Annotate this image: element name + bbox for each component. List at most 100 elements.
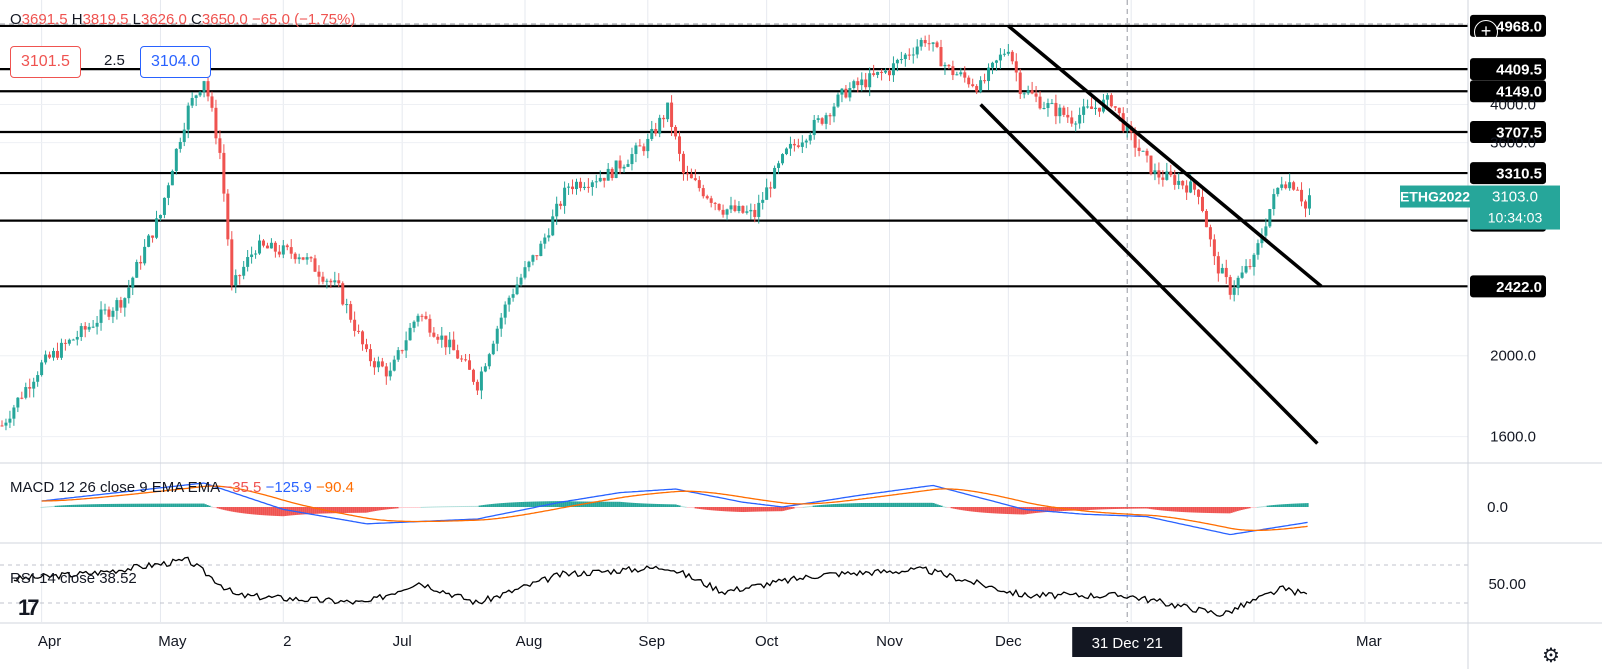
macd-histogram-bar — [232, 507, 235, 512]
candle-body — [955, 74, 959, 76]
macd-histogram-bar — [1176, 507, 1179, 512]
candle-body — [769, 187, 773, 189]
macd-histogram-bar — [688, 507, 691, 508]
candle-body — [1090, 106, 1094, 109]
macd-histogram-bar — [596, 501, 599, 507]
macd-histogram-bar — [844, 503, 847, 507]
macd-histogram-bar — [408, 507, 411, 508]
candle-body — [424, 316, 428, 319]
candle-body — [400, 350, 404, 352]
macd-histogram-bar — [94, 504, 97, 507]
macd-histogram-bar — [836, 503, 839, 507]
candle-body — [420, 315, 424, 317]
change-value: −65.0 (−1.75%) — [251, 11, 356, 28]
candle-body — [230, 239, 234, 286]
macd-histogram-bar — [996, 507, 999, 514]
macd-histogram-bar — [298, 507, 301, 515]
candle-body — [685, 173, 689, 175]
macd-histogram-bar — [812, 505, 815, 507]
macd-legend[interactable]: MACD 12 26 close 9 EMA EMA −35.5 −125.9 … — [10, 479, 354, 496]
macd-histogram-bar — [442, 506, 445, 508]
candle-body — [915, 46, 919, 55]
macd-histogram-bar — [782, 507, 785, 511]
macd-histogram-bar — [220, 507, 223, 510]
symbol-name: ETHG2022 — [1400, 189, 1470, 205]
macd-histogram-bar — [820, 504, 823, 507]
macd-histogram-bar — [472, 505, 475, 507]
macd-histogram-bar — [1196, 507, 1199, 513]
candle-body — [987, 67, 991, 82]
macd-histogram-bar — [86, 504, 89, 507]
time-tick-label: Jul — [393, 633, 412, 650]
macd-histogram-bar — [56, 505, 59, 507]
macd-histogram-bar — [846, 503, 849, 507]
time-tick-label: May — [158, 633, 187, 650]
macd-histogram-bar — [614, 501, 617, 507]
candle-body — [626, 164, 630, 167]
candle-body — [475, 381, 479, 391]
candle-body — [1189, 181, 1193, 193]
candle-body — [456, 350, 460, 359]
macd-histogram-bar — [1178, 507, 1181, 512]
macd-histogram-bar — [990, 507, 993, 514]
macd-histogram-bar — [528, 501, 531, 507]
tradingview-logo-icon[interactable]: 17 — [18, 595, 40, 620]
candle-body — [28, 387, 32, 389]
candle-body — [499, 317, 503, 329]
macd-histogram-bar — [360, 507, 363, 513]
macd-histogram-bar — [1054, 507, 1057, 512]
candle-body — [983, 80, 987, 82]
candle-body — [674, 126, 678, 137]
rsi-legend[interactable]: RSI 14 close 38.52 — [10, 570, 137, 587]
macd-histogram-bar — [1164, 507, 1167, 511]
macd-histogram-bar — [396, 507, 399, 509]
macd-histogram-bar — [244, 507, 247, 514]
macd-histogram-bar — [482, 504, 485, 507]
candle-body — [1240, 272, 1244, 278]
macd-histogram-bar — [566, 501, 569, 507]
candle-body — [495, 328, 499, 344]
candle-body — [119, 300, 123, 308]
candle-body — [353, 319, 357, 331]
macd-histogram-bar — [914, 502, 917, 507]
macd-histogram-bar — [224, 507, 227, 511]
gear-icon[interactable]: ⚙ — [1542, 645, 1560, 667]
candle-body — [860, 79, 864, 86]
candle-body — [927, 43, 931, 45]
grid-lines — [0, 0, 1468, 622]
macd-histogram-bar — [700, 507, 703, 510]
macd-histogram-bar — [1166, 507, 1169, 511]
macd-histogram-bar — [962, 507, 965, 511]
macd-histogram-bar — [1282, 504, 1285, 507]
candle-body — [507, 297, 511, 305]
buy-button[interactable]: 3104.0 — [140, 46, 211, 78]
candle-body — [404, 340, 408, 351]
candle-body — [388, 370, 392, 377]
level-label-bg — [1470, 162, 1546, 185]
macd-histogram-bar — [662, 504, 665, 507]
macd-histogram-bar — [858, 503, 861, 507]
macd-histogram-bar — [926, 502, 929, 507]
sell-button[interactable]: 3101.5 — [10, 46, 81, 78]
candle-body — [547, 235, 551, 238]
candle-body — [1002, 53, 1006, 55]
candle-body — [87, 326, 91, 330]
candle-body — [182, 129, 186, 142]
macd-histogram-bar — [640, 503, 643, 507]
candle-body — [178, 141, 182, 149]
candle-body — [464, 359, 468, 361]
macd-histogram-bar — [1124, 507, 1127, 509]
macd-histogram-bar — [1134, 507, 1137, 509]
macd-histogram-bar — [168, 503, 171, 507]
macd-histogram-bar — [576, 501, 579, 507]
rsi-label: RSI 14 close — [10, 570, 96, 587]
candle-body — [1177, 180, 1181, 185]
macd-histogram-bar — [908, 502, 911, 507]
plus-circle-icon[interactable]: + — [1474, 20, 1498, 44]
macd-histogram-bar — [1240, 507, 1243, 511]
macd-histogram-bar — [710, 507, 713, 511]
macd-histogram-bar — [180, 503, 183, 507]
macd-histogram-bar — [114, 503, 117, 507]
macd-histogram-bar — [140, 503, 143, 507]
